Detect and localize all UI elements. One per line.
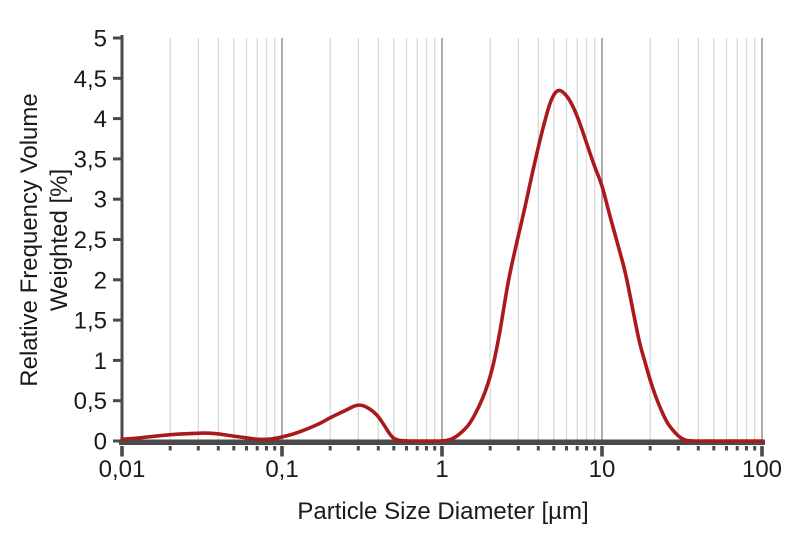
x-minor-tick-mark: [712, 446, 716, 451]
y-axis-title-line2: Weighted [%]: [46, 169, 73, 311]
y-tick-mark: [113, 399, 122, 403]
x-minor-tick-mark: [265, 446, 268, 451]
major-gridline-path: [281, 38, 763, 440]
minor-gridlines: [169, 38, 756, 440]
x-minor-tick-mark: [216, 446, 220, 451]
x-minor-tick-mark: [593, 446, 597, 451]
y-tick-label: 3: [94, 187, 107, 214]
x-minor-tick-mark: [552, 446, 556, 451]
x-tick-label: 100: [742, 456, 782, 483]
x-axis-title: Particle Size Diameter [µm]: [297, 498, 588, 525]
y-tick-label: 2,5: [74, 227, 107, 254]
x-minor-tick-mark: [232, 446, 236, 451]
x-minor-tick-mark: [425, 446, 428, 451]
x-minor-tick-mark: [168, 446, 172, 451]
x-minor-tick-mark: [273, 446, 277, 451]
x-minor-tick-mark: [255, 446, 259, 451]
major-gridlines: [281, 38, 763, 440]
y-tick-label: 1: [94, 348, 107, 375]
x-minor-tick-mark: [376, 446, 380, 451]
x-minor-tick-mark: [565, 446, 568, 451]
y-tick-mark: [113, 439, 122, 443]
x-minor-tick-mark: [245, 446, 248, 451]
x-minor-tick-mark: [585, 446, 588, 451]
x-minor-tick-mark: [575, 446, 579, 451]
y-tick-label: 4: [94, 106, 107, 133]
x-major-tick-mark: [600, 446, 604, 457]
x-tick-label: 1: [435, 456, 448, 483]
x-minor-tick-mark: [392, 446, 396, 451]
y-tick-mark: [113, 278, 122, 282]
x-minor-tick-mark: [745, 446, 748, 451]
y-tick-label: 5: [94, 26, 107, 53]
x-minor-tick-mark: [405, 446, 408, 451]
y-tick-label: 0: [94, 429, 107, 456]
x-minor-tick-mark: [415, 446, 419, 451]
x-minor-tick-mark: [676, 446, 680, 451]
x-tick-label: 0,01: [99, 456, 146, 483]
distribution-curve: [120, 88, 764, 443]
x-minor-tick-mark: [753, 446, 757, 451]
x-minor-tick-mark: [516, 446, 520, 451]
y-tick-label: 3,5: [74, 146, 107, 173]
x-minor-tick-mark: [725, 446, 728, 451]
y-tick-mark: [113, 36, 122, 40]
x-minor-tick-mark: [696, 446, 700, 451]
x-tick-label: 10: [589, 456, 616, 483]
x-minor-tick-mark: [488, 446, 492, 451]
x-minor-tick-mark: [433, 446, 437, 451]
y-tick-label: 1,5: [74, 308, 107, 335]
y-tick-mark: [113, 76, 122, 80]
tick-labels: 0 0,5 1 1,5 2 2,5 3 3,5 4 4,5 5 0,01 0,1 1 10 100: [74, 26, 782, 484]
x-minor-tick-mark: [328, 446, 332, 451]
y-tick-mark: [113, 238, 122, 241]
y-tick-mark: [113, 358, 122, 362]
y-tick-mark: [113, 318, 122, 322]
tick-marks: [113, 36, 764, 457]
y-tick-label: 2: [94, 267, 107, 294]
x-minor-tick-mark: [536, 446, 540, 451]
y-axis-line: [120, 35, 124, 445]
x-major-tick-mark: [120, 446, 124, 457]
y-tick-label: 0,5: [74, 388, 107, 415]
x-minor-tick-mark: [735, 446, 739, 451]
y-tick-mark: [113, 197, 122, 201]
distribution-curve-layer: [120, 88, 764, 443]
y-tick-mark: [113, 117, 122, 121]
x-minor-tick-mark: [196, 446, 200, 451]
x-major-tick-mark: [760, 446, 764, 457]
minor-gridline-path: [169, 38, 756, 440]
y-axis-title-line1: Relative Frequency Volume: [16, 93, 43, 386]
x-minor-tick-mark: [648, 446, 652, 451]
x-major-tick-mark: [440, 446, 444, 457]
x-major-tick-mark: [280, 446, 284, 457]
y-tick-label: 4,5: [74, 66, 107, 93]
x-minor-tick-mark: [356, 446, 360, 451]
y-tick-mark: [113, 157, 122, 161]
x-tick-label: 0,1: [265, 456, 298, 483]
